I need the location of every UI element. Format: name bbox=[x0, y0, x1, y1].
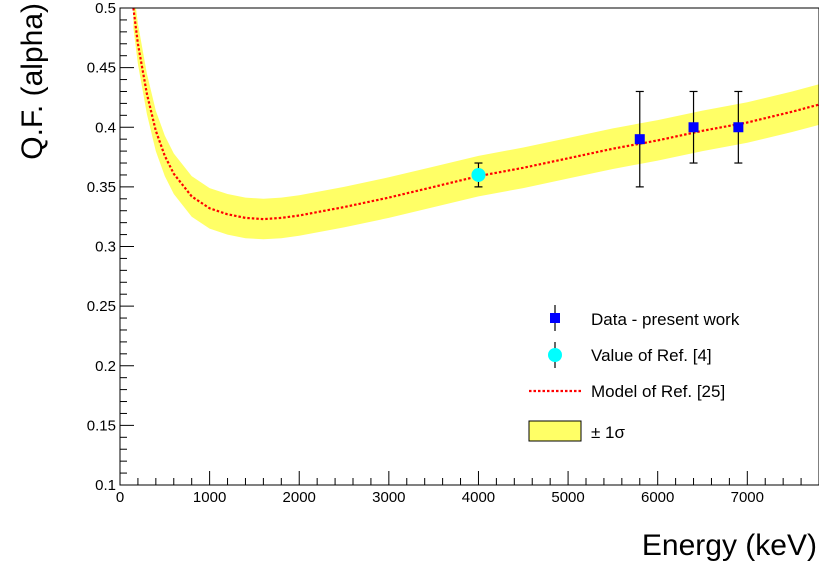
y-tick-label: 0.2 bbox=[95, 358, 116, 375]
x-axis: 0 1000 2000 3000 4000 5000 6000 7000 bbox=[116, 471, 819, 506]
square-marker bbox=[634, 134, 645, 145]
y-tick-label: 0.45 bbox=[87, 60, 116, 77]
legend-label-model: Model of Ref. [25] bbox=[591, 382, 725, 401]
square-marker bbox=[688, 122, 699, 133]
y-tick-label: 0.5 bbox=[95, 0, 116, 17]
x-tick-label: 1000 bbox=[193, 489, 226, 506]
y-axis: 0.1 0.15 0.2 0.25 0.3 0.35 0.4 0.45 0.5 bbox=[87, 0, 134, 494]
legend-label-band: ± 1σ bbox=[591, 423, 626, 442]
y-tick-label: 0.15 bbox=[87, 417, 116, 434]
legend-item-model: Model of Ref. [25] bbox=[529, 382, 725, 401]
x-tick-label: 4000 bbox=[462, 489, 495, 506]
x-tick-label: 2000 bbox=[283, 489, 316, 506]
circle-marker bbox=[471, 167, 486, 182]
ref-value-point bbox=[471, 162, 486, 188]
x-tick-label: 6000 bbox=[641, 489, 674, 506]
legend-item-data: Data - present work bbox=[550, 305, 740, 331]
x-tick-label: 0 bbox=[116, 489, 124, 506]
uncertainty-band-area bbox=[133, 8, 819, 240]
uncertainty-band bbox=[133, 8, 819, 240]
x-axis-title: Energy (keV) bbox=[642, 529, 817, 562]
legend-label-data: Data - present work bbox=[591, 310, 740, 329]
y-tick-label: 0.4 bbox=[95, 119, 116, 136]
data-point bbox=[733, 90, 744, 164]
y-axis-title: Q.F. (alpha) bbox=[16, 3, 49, 160]
square-marker bbox=[733, 122, 744, 133]
x-tick-label: 3000 bbox=[372, 489, 405, 506]
y-tick-label: 0.1 bbox=[95, 477, 116, 494]
legend-band-swatch bbox=[528, 420, 582, 442]
x-tick-label: 7000 bbox=[731, 489, 764, 506]
data-point bbox=[634, 90, 645, 188]
legend-item-ref4: Value of Ref. [4] bbox=[548, 342, 712, 368]
data-points bbox=[471, 90, 744, 188]
legend: Data - present work Value of Ref. [4] Mo… bbox=[528, 305, 740, 442]
legend-item-band: ± 1σ bbox=[528, 420, 626, 442]
y-tick-label: 0.3 bbox=[95, 239, 116, 256]
legend-circle-marker bbox=[548, 348, 562, 362]
data-point bbox=[688, 90, 699, 164]
y-tick-label: 0.25 bbox=[87, 298, 116, 315]
legend-square-marker bbox=[550, 313, 560, 323]
y-tick-label: 0.35 bbox=[87, 179, 116, 196]
legend-label-ref4: Value of Ref. [4] bbox=[591, 346, 712, 365]
x-tick-label: 5000 bbox=[551, 489, 584, 506]
